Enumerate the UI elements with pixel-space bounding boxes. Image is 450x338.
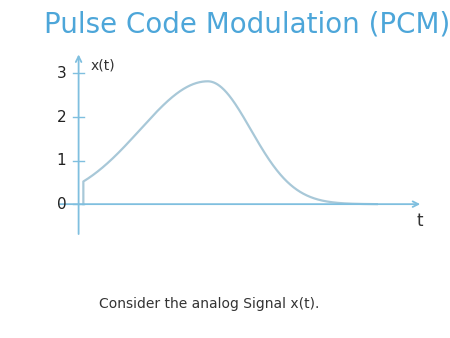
Text: Pulse Code Modulation (PCM): Pulse Code Modulation (PCM) — [45, 10, 450, 38]
Text: Consider the analog Signal x(t).: Consider the analog Signal x(t). — [99, 297, 320, 311]
Text: 1: 1 — [57, 153, 66, 168]
Text: 0: 0 — [57, 197, 66, 212]
Text: x(t): x(t) — [91, 58, 116, 72]
Text: t: t — [417, 212, 423, 230]
Text: 3: 3 — [57, 66, 66, 81]
Text: 2: 2 — [57, 110, 66, 124]
